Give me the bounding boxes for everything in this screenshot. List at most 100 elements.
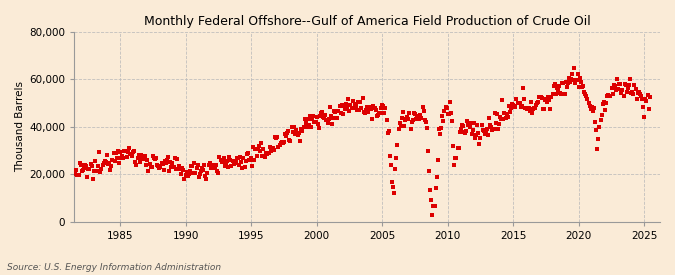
Point <box>569 66 580 70</box>
Point <box>628 92 639 96</box>
Point <box>186 164 196 168</box>
Point <box>320 113 331 117</box>
Point <box>512 100 523 105</box>
Point <box>605 94 616 98</box>
Point <box>316 111 327 116</box>
Point <box>481 130 491 135</box>
Point <box>442 112 453 116</box>
Point <box>285 138 296 143</box>
Point <box>362 109 373 114</box>
Point <box>200 174 211 178</box>
Point <box>235 155 246 160</box>
Point <box>310 120 321 125</box>
Point <box>539 98 550 102</box>
Point <box>576 85 587 89</box>
Point <box>624 83 634 87</box>
Point <box>214 155 225 159</box>
Point <box>498 117 509 121</box>
Point <box>555 91 566 95</box>
Point <box>550 92 561 97</box>
Point <box>236 160 246 164</box>
Point <box>389 190 400 195</box>
Point <box>415 113 426 117</box>
Point <box>330 110 341 114</box>
Point <box>159 168 169 172</box>
Point <box>350 104 361 108</box>
Point <box>288 125 299 129</box>
Point <box>202 171 213 175</box>
Point <box>223 165 234 169</box>
Point <box>122 154 132 159</box>
Point <box>216 160 227 164</box>
Point <box>549 82 560 86</box>
Point <box>70 172 81 176</box>
Point <box>277 141 288 145</box>
Point <box>129 148 140 153</box>
Point <box>477 128 488 132</box>
Point <box>576 80 587 84</box>
Text: Source: U.S. Energy Information Administration: Source: U.S. Energy Information Administ… <box>7 263 221 272</box>
Point <box>408 111 419 115</box>
Point <box>545 106 556 111</box>
Point <box>526 110 537 115</box>
Point <box>283 129 294 133</box>
Point <box>182 174 193 178</box>
Point <box>392 143 403 147</box>
Point <box>217 159 228 164</box>
Point <box>313 125 324 130</box>
Point <box>249 158 260 162</box>
Point <box>215 158 226 162</box>
Point <box>93 164 104 168</box>
Point <box>73 173 84 177</box>
Point <box>138 154 149 159</box>
Point <box>447 119 458 123</box>
Point <box>239 165 250 170</box>
Point <box>443 112 454 116</box>
Point <box>146 165 157 170</box>
Point <box>265 148 276 153</box>
Point <box>603 92 614 97</box>
Point <box>179 177 190 181</box>
Point <box>224 154 235 159</box>
Point <box>176 172 186 176</box>
Point <box>614 81 624 86</box>
Point <box>504 104 514 108</box>
Point <box>164 169 175 173</box>
Point <box>630 87 641 92</box>
Point <box>624 77 635 81</box>
Point <box>451 156 462 160</box>
Point <box>244 158 255 162</box>
Point <box>354 108 364 112</box>
Point <box>166 165 177 170</box>
Point <box>230 160 241 164</box>
Point <box>180 172 191 177</box>
Point <box>293 133 304 138</box>
Point <box>352 108 362 112</box>
Point <box>580 92 591 96</box>
Point <box>629 83 640 87</box>
Point <box>167 161 178 165</box>
Point <box>608 83 619 88</box>
Point <box>474 142 485 146</box>
Point <box>435 131 446 136</box>
Point <box>83 167 94 171</box>
Point <box>71 168 82 173</box>
Point <box>394 121 405 125</box>
Point <box>518 86 529 90</box>
Point <box>262 152 273 156</box>
Point <box>212 169 223 173</box>
Point <box>339 104 350 109</box>
Point <box>608 91 618 96</box>
Point <box>207 163 218 167</box>
Point <box>396 116 407 120</box>
Point <box>134 160 145 164</box>
Point <box>593 137 604 141</box>
Point <box>473 130 484 135</box>
Point <box>154 166 165 170</box>
Point <box>148 156 159 160</box>
Point <box>188 171 198 175</box>
Point <box>173 167 184 171</box>
Point <box>499 111 510 115</box>
Point <box>240 159 251 164</box>
Point <box>486 125 497 130</box>
